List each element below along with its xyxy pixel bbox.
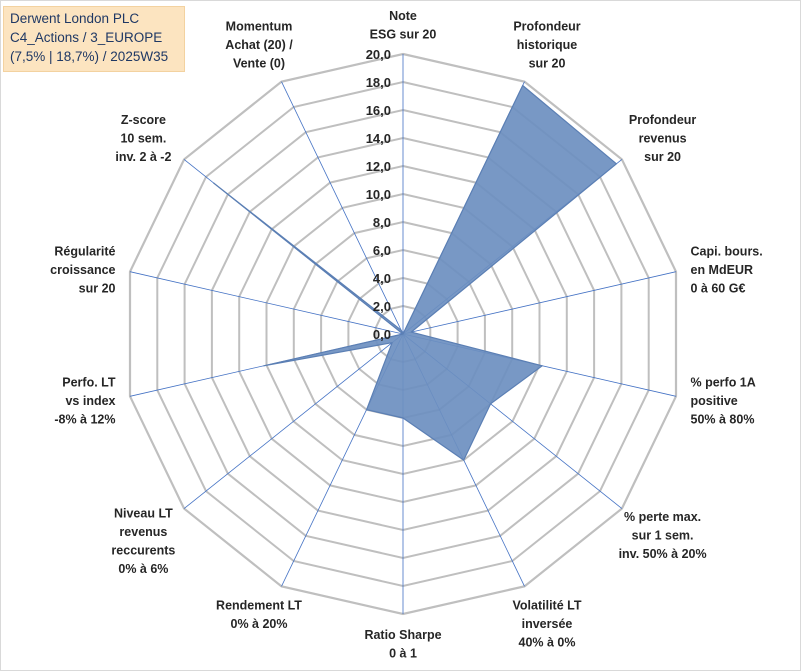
tick-label: 12,0 <box>366 159 391 174</box>
axis-label-line: 0 à 1 <box>389 646 417 660</box>
axis-label-line: Note <box>389 9 417 23</box>
tick-label: 2,0 <box>373 299 391 314</box>
axis-label-line: reccurents <box>111 543 175 557</box>
axis-label-line: sur 1 sem. <box>632 529 694 543</box>
axis-label-line: croissance <box>50 263 115 277</box>
axis-label: Régularité croissance sur 20 <box>50 245 115 296</box>
tick-label: 8,0 <box>373 215 391 230</box>
axis-label-line: Vente (0) <box>233 56 285 70</box>
axis-label-line: Profondeur <box>629 113 696 127</box>
axis-label-line: Volatilité LT <box>513 599 582 613</box>
axis-label-line: Momentum <box>226 19 293 33</box>
axis-label-line: % perfo 1A <box>691 376 756 390</box>
axis-label-line: revenus <box>119 525 167 539</box>
axis-label-line: -8% à 12% <box>54 413 115 427</box>
axis-label-line: vs index <box>65 394 115 408</box>
axis-label-line: % perte max. <box>624 510 701 524</box>
axis-label-line: sur 20 <box>529 56 566 70</box>
axis-label-line: sur 20 <box>644 150 681 164</box>
axis-label-line: Ratio Sharpe <box>364 628 441 642</box>
tick-label: 4,0 <box>373 271 391 286</box>
axis-spoke <box>281 81 404 335</box>
axis-label-line: positive <box>691 394 738 408</box>
axis-label: Ratio Sharpe 0 à 1 <box>364 628 441 661</box>
axis-label-line: Régularité <box>54 245 115 259</box>
axis-label-line: 0 à 60 G€ <box>691 282 746 296</box>
axis-label-line: ESG sur 20 <box>370 27 437 41</box>
title-line-company: Derwent London PLC <box>10 11 140 26</box>
axis-label: Perfo. LT vs index -8% à 12% <box>54 376 116 427</box>
axis-label: Profondeur historique sur 20 <box>513 19 580 70</box>
tick-label: 18,0 <box>366 75 391 90</box>
axis-label: Note ESG sur 20 <box>370 9 437 42</box>
axis-label: Niveau LT revenus reccurents 0% à 6% <box>111 506 175 576</box>
title-line-stats: (7,5% | 18,7%) / 2025W35 <box>10 49 169 64</box>
axis-label-line: 0% à 6% <box>118 562 168 576</box>
axis-label-line: Rendement LT <box>216 599 302 613</box>
title-line-category: C4_Actions / 3_EUROPE <box>10 30 163 45</box>
axis-label: Profondeur revenus sur 20 <box>629 113 696 164</box>
axis-label: Volatilité LT inversée 40% à 0% <box>513 599 582 650</box>
tick-label: 14,0 <box>366 131 391 146</box>
tick-label: 10,0 <box>366 187 391 202</box>
axis-spoke <box>183 333 404 509</box>
axis-spoke <box>402 271 677 335</box>
axis-label: Z-score 10 sem. inv. 2 à -2 <box>115 113 171 164</box>
axis-label: Momentum Achat (20) / Vente (0) <box>225 19 293 70</box>
axis-label-line: 0% à 20% <box>231 617 288 631</box>
axis-label: % perfo 1A positive 50% à 80% <box>691 376 756 427</box>
radar-axis-labels: Note ESG sur 20 Profondeur historique sur 20… <box>50 9 763 661</box>
axis-label-line: Achat (20) / <box>225 38 293 52</box>
axis-label-line: Z-score <box>121 113 166 127</box>
tick-label: 20,0 <box>366 47 391 62</box>
axis-label: Rendement LT 0% à 20% <box>216 599 302 632</box>
axis-label-line: 50% à 80% <box>691 413 755 427</box>
radar-tick-labels: 0,0 2,0 4,0 6,0 8,0 10,0 12,0 14,0 16,0 18,0 20,0 <box>366 47 391 342</box>
axis-label: % perte max. sur 1 sem. inv. 50% à 20% <box>619 510 707 561</box>
axis-label-line: Perfo. LT <box>62 376 116 390</box>
chart-title-box: Derwent London PLC C4_Actions / 3_EUROPE… <box>3 6 185 72</box>
tick-label: 0,0 <box>373 327 391 342</box>
axis-label-line: Capi. bours. <box>691 245 763 259</box>
tick-label: 6,0 <box>373 243 391 258</box>
axis-label-line: inv. 50% à 20% <box>619 547 707 561</box>
axis-label-line: en MdEUR <box>691 263 754 277</box>
axis-spoke <box>129 271 404 335</box>
axis-label-line: 10 sem. <box>120 131 166 145</box>
axis-label-line: 40% à 0% <box>519 636 576 650</box>
radar-series <box>213 84 618 461</box>
axis-label-line: inversée <box>522 617 573 631</box>
tick-label: 16,0 <box>366 103 391 118</box>
axis-label-line: revenus <box>639 131 687 145</box>
axis-label-line: sur 20 <box>79 282 116 296</box>
axis-label-line: Niveau LT <box>114 506 173 520</box>
axis-label-line: inv. 2 à -2 <box>115 150 171 164</box>
axis-label: Capi. bours. en MdEUR 0 à 60 G€ <box>691 245 763 296</box>
axis-label-line: Profondeur <box>513 19 580 33</box>
axis-label-line: historique <box>517 38 577 52</box>
